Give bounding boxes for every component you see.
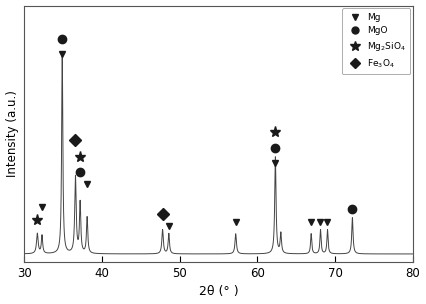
Y-axis label: Intensity (a.u.): Intensity (a.u.) <box>6 90 19 177</box>
Legend: Mg, MgO, Mg$_2$SiO$_4$, Fe$_3$O$_4$: Mg, MgO, Mg$_2$SiO$_4$, Fe$_3$O$_4$ <box>342 8 410 74</box>
X-axis label: 2θ (° ): 2θ (° ) <box>199 285 239 299</box>
